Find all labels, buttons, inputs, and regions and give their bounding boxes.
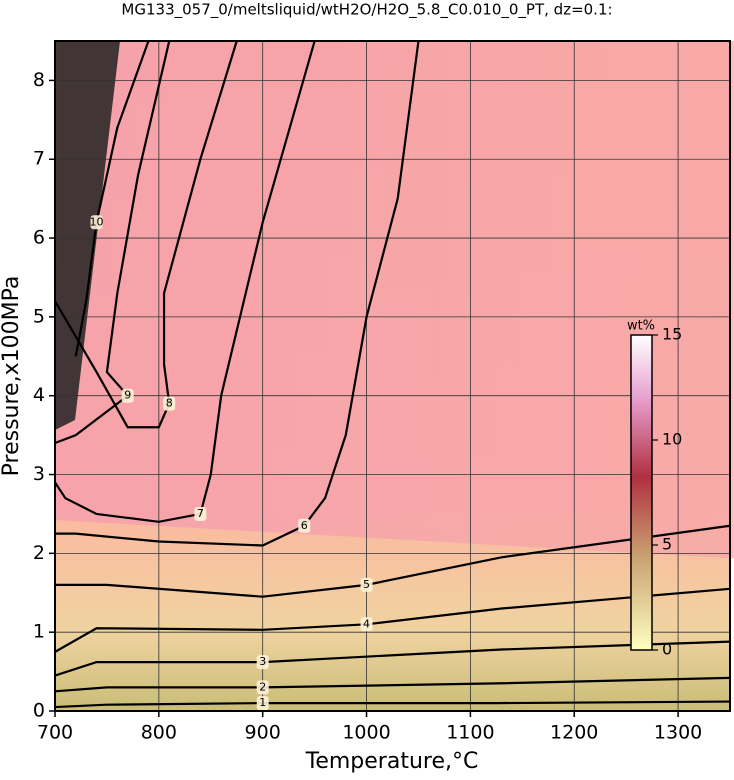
contour-label: 3 — [259, 655, 266, 668]
contour-label-bg — [256, 696, 269, 711]
x-tick-label: 1100 — [446, 722, 494, 744]
contour-label: 2 — [259, 680, 266, 693]
y-tick-label: 5 — [33, 305, 45, 327]
y-tick-label: 6 — [33, 227, 45, 249]
x-tick-label: 1300 — [654, 722, 702, 744]
contour-label-bg — [298, 518, 311, 533]
contour-label-bg — [163, 396, 176, 411]
colorbar-label: wt% — [627, 319, 655, 334]
contour-label: 9 — [124, 389, 131, 402]
x-tick-label: 900 — [245, 722, 281, 744]
contour-label: 5 — [363, 578, 370, 591]
contour-label: 7 — [197, 507, 204, 520]
contour-line — [54, 40, 171, 445]
y-tick-label: 1 — [33, 621, 45, 643]
y-tick-label: 3 — [33, 463, 45, 485]
y-tick-label: 4 — [33, 384, 45, 406]
contour-line — [55, 524, 731, 598]
colorbar-tick-label: 10 — [662, 430, 682, 449]
y-tick-label: 7 — [33, 148, 45, 170]
contour-label-bg — [90, 215, 103, 230]
y-tick-label: 2 — [33, 542, 45, 564]
colorbar-tick-label: 15 — [662, 325, 682, 344]
contour-label: 6 — [301, 519, 308, 532]
chart-title: MG133_057_0/meltsliquid/wtH2O/H2O_5.8_C0… — [121, 1, 612, 20]
pink-region — [55, 41, 734, 559]
contour-line — [55, 40, 420, 547]
plot-frame — [54, 40, 731, 712]
colorbar-tick-label: 0 — [662, 640, 672, 659]
y-tick-label: 0 — [33, 700, 45, 722]
x-axis-label: Temperature,°C — [305, 749, 479, 774]
y-tick-label: 8 — [33, 69, 45, 91]
x-tick-label: 800 — [141, 722, 177, 744]
contour-label-bg — [121, 388, 134, 403]
contour-label-bg — [256, 680, 269, 695]
contour-label-bg — [194, 506, 207, 521]
contour-label: 1 — [259, 696, 266, 709]
y-axis-label: Pressure,x100MPa — [0, 276, 24, 477]
x-tick-label: 700 — [37, 722, 73, 744]
contour-label: 8 — [166, 397, 173, 410]
contour-line — [54, 587, 731, 653]
x-tick-label: 1200 — [550, 722, 598, 744]
contour-label: 10 — [90, 215, 104, 228]
contour-label-bg — [360, 617, 373, 632]
colorbar-tick-label: 5 — [662, 535, 672, 554]
colorbar — [630, 334, 653, 651]
contour-label-bg — [256, 655, 269, 670]
dense-region — [55, 41, 120, 430]
contours: 1 2 3 4 5 6 7 8 9 10 — [54, 40, 731, 711]
contour-label-bg — [360, 577, 373, 592]
contour-label: 4 — [363, 617, 370, 630]
x-tick-label: 1000 — [342, 722, 390, 744]
